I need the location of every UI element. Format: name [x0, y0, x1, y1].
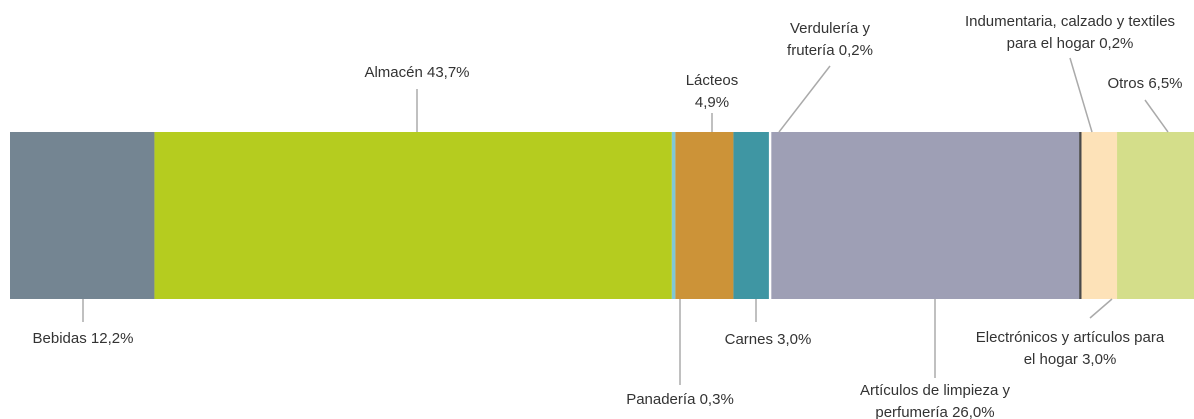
- category-label: Lácteos: [685, 72, 739, 89]
- value-label: 0,2%: [1099, 35, 1134, 52]
- leader-line: [1089, 298, 1113, 319]
- data-label: Electrónicos y artículos para el hogar 3…: [975, 327, 1165, 371]
- value-label: 3,0%: [777, 331, 812, 348]
- leader-line: [778, 65, 831, 133]
- bar-segment: [671, 132, 676, 299]
- data-label: Lácteos 4,9%: [677, 70, 747, 114]
- data-label: Bebidas 12,2%: [0, 328, 183, 350]
- data-label: Artículos de limpieza y perfumería 26,0%: [835, 380, 1035, 419]
- category-label: Almacén: [364, 64, 423, 81]
- value-label: 4,9%: [694, 94, 730, 111]
- bar-segment: [771, 132, 1080, 299]
- bar-segment: [675, 132, 734, 299]
- value-label: 3,0%: [1082, 351, 1117, 368]
- category-label: Electrónicos y artículos para el hogar: [975, 329, 1165, 368]
- value-label: 0,3%: [699, 391, 734, 408]
- bar-segment: [733, 132, 769, 299]
- value-label: 6,5%: [1148, 75, 1183, 92]
- bar-segment: [154, 132, 672, 299]
- data-label: Indumentaria, calzado y textiles para el…: [960, 11, 1180, 55]
- bar-segment: [1079, 132, 1082, 299]
- data-label: Verdulería y frutería 0,2%: [765, 18, 895, 62]
- value-label: 12,2%: [90, 330, 134, 347]
- value-label: 26,0%: [952, 404, 995, 419]
- data-label: Carnes 3,0%: [668, 329, 868, 351]
- category-label: Bebidas: [32, 330, 87, 347]
- bar-segment: [768, 132, 772, 299]
- category-label: Indumentaria, calzado y textiles para el…: [964, 13, 1176, 52]
- bar-segment: [1081, 132, 1118, 299]
- bar-segment: [10, 132, 155, 299]
- category-label: Artículos de limpieza y perfumería: [859, 382, 1011, 419]
- value-label: 0,2%: [838, 42, 873, 59]
- data-label: Panadería 0,3%: [580, 389, 780, 411]
- bar-segment: [1117, 132, 1194, 299]
- data-label: Almacén 43,7%: [317, 62, 517, 84]
- category-label: Otros: [1107, 75, 1145, 92]
- value-label: 43,7%: [426, 64, 470, 81]
- leader-line: [1069, 57, 1093, 133]
- category-label: Panadería: [626, 391, 696, 408]
- data-label: Otros 6,5%: [1085, 73, 1194, 95]
- leader-line: [1144, 99, 1169, 133]
- category-label: Carnes: [724, 331, 773, 348]
- category-label: Verdulería y frutería: [787, 20, 871, 59]
